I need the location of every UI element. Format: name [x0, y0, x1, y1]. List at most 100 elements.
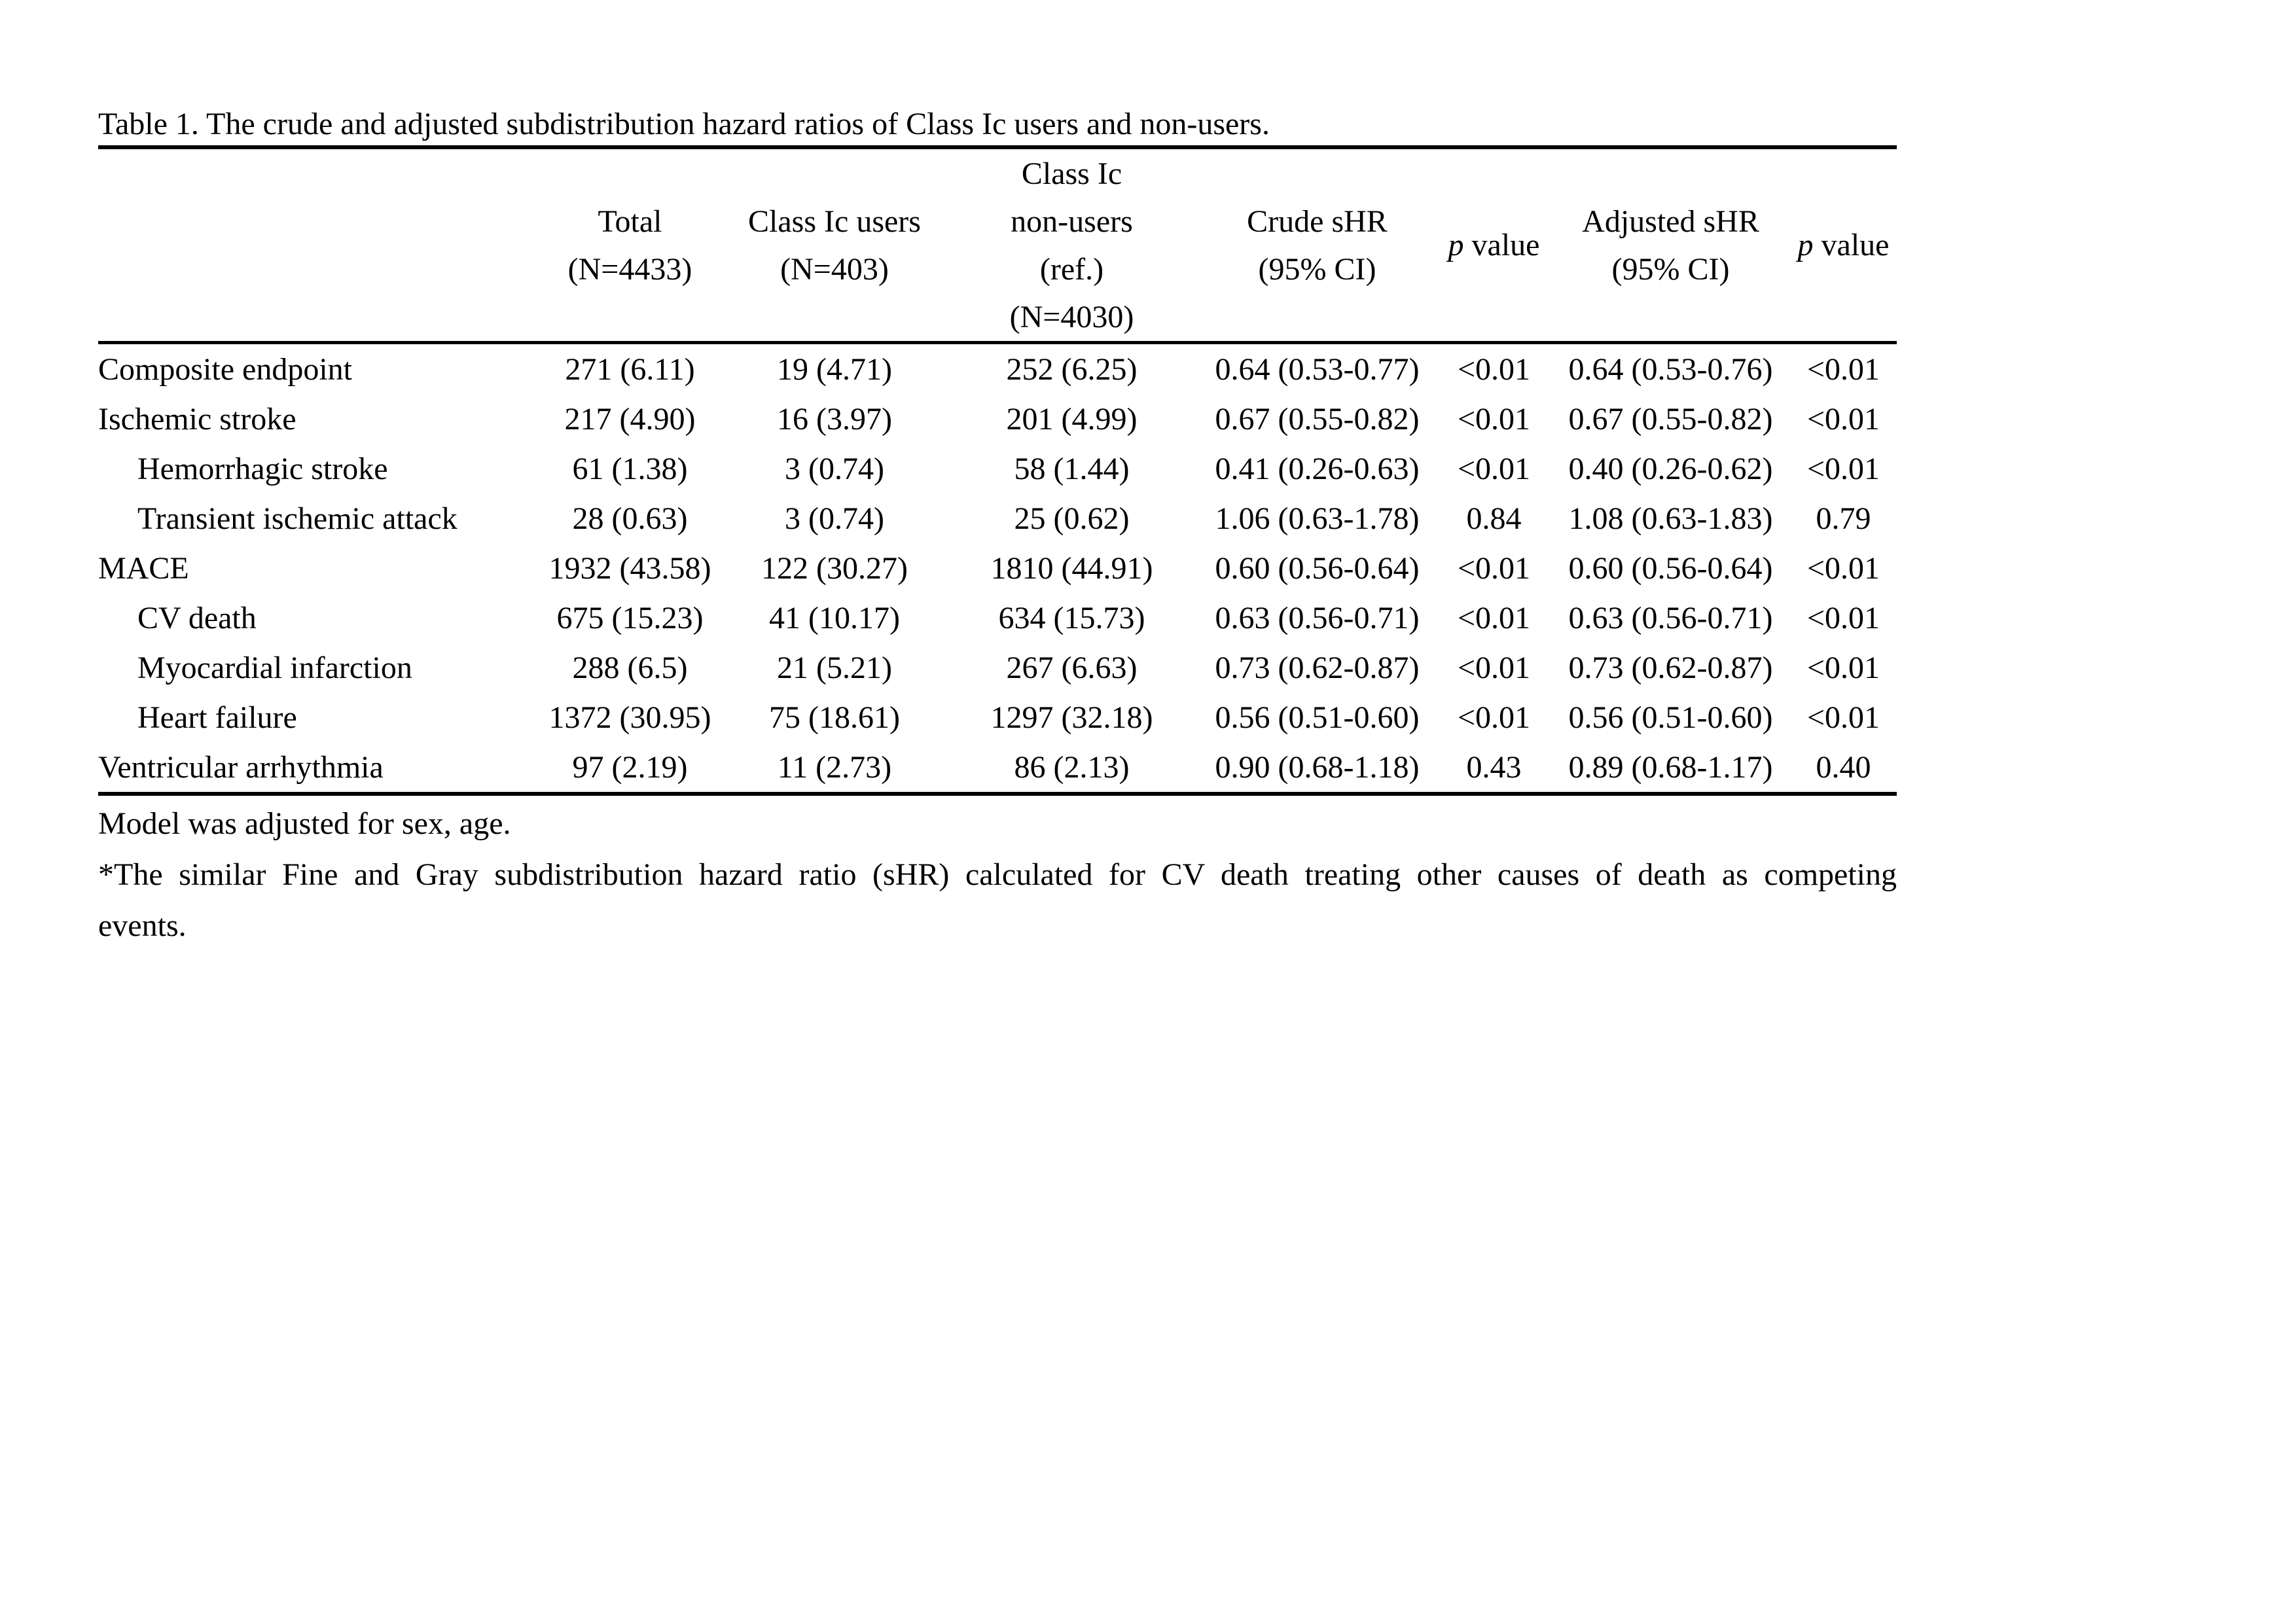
total-cell: 1372 (30.95) — [548, 700, 711, 735]
users-cell: 21 (5.21) — [777, 650, 892, 685]
total-cell: 288 (6.5) — [572, 650, 688, 685]
outcome-label-cell: MACE — [98, 550, 189, 586]
crude-p-value-cell: <0.01 — [1457, 550, 1531, 586]
crude-shr-cell: 0.64 (0.53-0.77) — [1215, 351, 1420, 387]
table-caption: Table 1. The crude and adjusted subdistr… — [98, 107, 1270, 141]
nonusers-cell: 58 (1.44) — [1014, 451, 1130, 486]
table-row-hemorrhagic-stroke: Hemorrhagic stroke 61 (1.38) 3 (0.74) 58… — [98, 444, 1897, 493]
crude-p-value-cell: <0.01 — [1457, 351, 1531, 387]
users-cell: 75 (18.61) — [769, 700, 900, 735]
header-total-line1: Total — [598, 204, 662, 239]
total-cell: 1932 (43.58) — [548, 550, 711, 586]
table-row-heart-failure: Heart failure 1372 (30.95) 75 (18.61) 12… — [98, 692, 1897, 742]
footnote-model-adjustment: Model was adjusted for sex, age. — [98, 806, 511, 841]
outcome-label-cell: Ventricular arrhythmia — [98, 749, 384, 785]
users-cell: 122 (30.27) — [761, 550, 908, 586]
adjusted-shr-cell: 0.89 (0.68-1.17) — [1568, 749, 1773, 785]
total-cell: 271 (6.11) — [565, 351, 695, 387]
crude-shr-cell: 0.60 (0.56-0.64) — [1215, 550, 1420, 586]
header-nonusers-line4: (N=4030) — [1009, 299, 1134, 334]
nonusers-cell: 1297 (32.18) — [990, 700, 1153, 735]
crude-shr-cell: 0.90 (0.68-1.18) — [1215, 749, 1420, 785]
crude-p-value-cell: <0.01 — [1457, 401, 1531, 437]
crude-shr-cell: 1.06 (0.63-1.78) — [1215, 501, 1420, 536]
total-cell: 97 (2.19) — [572, 749, 688, 785]
crude-p-value-cell: 0.43 — [1466, 749, 1522, 785]
table-top-rule — [98, 145, 1897, 149]
adjusted-shr-cell: 0.60 (0.56-0.64) — [1568, 550, 1773, 586]
header-outcome — [98, 149, 537, 341]
header-nonusers-line1: Class Ic — [1021, 156, 1122, 191]
adjusted-shr-cell: 0.64 (0.53-0.76) — [1568, 351, 1773, 387]
adjusted-p-value-cell: <0.01 — [1806, 351, 1880, 387]
adjusted-p-value-cell: 0.40 — [1816, 749, 1871, 785]
table-row-transient-ischemic-attack: Transient ischemic attack 28 (0.63) 3 (0… — [98, 493, 1897, 543]
adjusted-p-value-cell: <0.01 — [1806, 650, 1880, 685]
table-body: Composite endpoint 271 (6.11) 19 (4.71) … — [98, 344, 1897, 792]
users-cell: 3 (0.74) — [785, 501, 884, 536]
adjusted-shr-cell: 0.56 (0.51-0.60) — [1568, 700, 1773, 735]
table-row-myocardial-infarction: Myocardial infarction 288 (6.5) 21 (5.21… — [98, 643, 1897, 692]
adjusted-p-value-cell: <0.01 — [1806, 451, 1880, 486]
outcome-label-cell: Transient ischemic attack — [137, 501, 457, 536]
crude-shr-cell: 0.41 (0.26-0.63) — [1215, 451, 1420, 486]
users-cell: 11 (2.73) — [777, 749, 892, 785]
table-row-cv-death: CV death 675 (15.23) 41 (10.17) 634 (15.… — [98, 593, 1897, 643]
total-cell: 61 (1.38) — [572, 451, 688, 486]
header-adjusted-shr: Adjusted sHR (95% CI) — [1551, 149, 1790, 341]
outcome-label-cell: Ischemic stroke — [98, 401, 296, 437]
total-cell: 217 (4.90) — [564, 401, 696, 437]
crude-shr-cell: 0.67 (0.55-0.82) — [1215, 401, 1420, 437]
outcome-label-cell: Composite endpoint — [98, 351, 352, 387]
table-bottom-rule — [98, 792, 1897, 796]
nonusers-cell: 201 (4.99) — [1006, 401, 1138, 437]
footnote-competing-risk: *The similar Fine and Gray subdistributi… — [98, 857, 1897, 892]
users-cell: 16 (3.97) — [777, 401, 892, 437]
crude-shr-cell: 0.73 (0.62-0.87) — [1215, 650, 1420, 685]
header-total: Total (N=4433) — [537, 149, 723, 341]
table-header-row: Total (N=4433) Class Ic users (N=403) Cl… — [98, 149, 1897, 341]
header-nonusers-line2: non-users — [1011, 204, 1133, 239]
adjusted-shr-cell: 0.67 (0.55-0.82) — [1568, 401, 1773, 437]
users-cell: 41 (10.17) — [769, 600, 900, 635]
users-cell: 19 (4.71) — [777, 351, 892, 387]
adjusted-shr-cell: 0.63 (0.56-0.71) — [1568, 600, 1773, 635]
outcome-label-cell: Hemorrhagic stroke — [137, 451, 388, 486]
adjusted-p-value-cell: <0.01 — [1806, 401, 1880, 437]
nonusers-cell: 634 (15.73) — [998, 600, 1145, 635]
header-users-line1: Class Ic users — [748, 204, 921, 239]
header-p-value-crude: p value — [1437, 149, 1551, 341]
header-crude-line1: Crude sHR — [1247, 204, 1388, 239]
table-row-ventricular-arrhythmia: Ventricular arrhythmia 97 (2.19) 11 (2.7… — [98, 742, 1897, 792]
header-divider-rule — [98, 341, 1897, 344]
crude-p-value-cell: <0.01 — [1457, 600, 1531, 635]
adjusted-p-value-cell: <0.01 — [1806, 700, 1880, 735]
adjusted-p-value-cell: <0.01 — [1806, 600, 1880, 635]
header-users-line2: (N=403) — [780, 251, 889, 287]
table-row-ischemic-stroke: Ischemic stroke 217 (4.90) 16 (3.97) 201… — [98, 394, 1897, 444]
crude-p-value-cell: 0.84 — [1466, 501, 1522, 536]
adjusted-shr-cell: 1.08 (0.63-1.83) — [1568, 501, 1773, 536]
header-nonusers-line3: (ref.) — [1039, 251, 1104, 287]
crude-p-value-cell: <0.01 — [1457, 451, 1531, 486]
stats-table: Total (N=4433) Class Ic users (N=403) Cl… — [98, 145, 1897, 796]
table-row-mace: MACE 1932 (43.58) 122 (30.27) 1810 (44.9… — [98, 543, 1897, 593]
nonusers-cell: 25 (0.62) — [1014, 501, 1130, 536]
header-crude-shr: Crude sHR (95% CI) — [1198, 149, 1437, 341]
header-adjusted-line2: (95% CI) — [1611, 251, 1730, 287]
footnote-continuation: events. — [98, 908, 187, 943]
total-cell: 675 (15.23) — [556, 600, 704, 635]
nonusers-cell: 267 (6.63) — [1006, 650, 1138, 685]
header-class-ic-users: Class Ic users (N=403) — [723, 149, 946, 341]
header-p2-label: p value — [1797, 228, 1890, 262]
adjusted-shr-cell: 0.73 (0.62-0.87) — [1568, 650, 1773, 685]
header-p-value-adjusted: p value — [1790, 149, 1897, 341]
table-row-composite-endpoint: Composite endpoint 271 (6.11) 19 (4.71) … — [98, 344, 1897, 394]
header-class-ic-nonusers: Class Ic non-users (ref.) (N=4030) — [946, 149, 1198, 341]
users-cell: 3 (0.74) — [785, 451, 884, 486]
outcome-label-cell: CV death — [137, 600, 257, 635]
crude-p-value-cell: <0.01 — [1457, 650, 1531, 685]
crude-p-value-cell: <0.01 — [1457, 700, 1531, 735]
header-adjusted-line1: Adjusted sHR — [1582, 204, 1759, 239]
adjusted-p-value-cell: 0.79 — [1816, 501, 1871, 536]
